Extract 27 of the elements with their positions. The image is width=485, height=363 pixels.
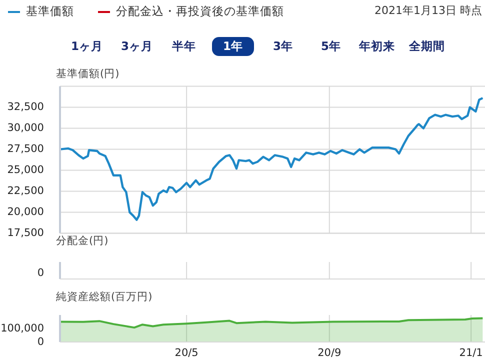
line-series: [58, 96, 484, 221]
y-tick-label: 25,000: [7, 164, 44, 176]
text: 全期間: [408, 39, 445, 54]
y-axis-title: 基準価額(円): [56, 67, 120, 80]
x-tick-label: 21/1: [459, 347, 483, 359]
text: 年初来: [358, 39, 395, 54]
y-tick-label: 17,500: [7, 227, 44, 240]
text: 半年: [171, 39, 196, 54]
text: 分配金(円): [56, 235, 108, 247]
x-tick-label: 20/5: [174, 347, 198, 359]
y-tick-label: 100,000: [0, 322, 44, 334]
text: 1ヶ月: [70, 39, 104, 54]
x-tick-label: 20/9: [318, 347, 342, 359]
y-tick-label: 30,000: [7, 122, 44, 134]
y-axis-title: 純資産総額(百万円): [56, 290, 152, 303]
text: 3ヶ月: [120, 39, 154, 54]
text: 2021年1月13日 時点: [374, 4, 482, 18]
y-tick-label: 27,500: [7, 143, 44, 156]
legend-label: 基準価額: [26, 4, 74, 18]
text: 5年: [320, 39, 342, 54]
y-tick-label: 22,500: [7, 185, 44, 198]
legend-label: 分配金込・再投資後の基準価額: [116, 4, 284, 18]
text: 3年: [272, 39, 294, 54]
y-tick-label: 32,500: [7, 101, 44, 114]
text: 1年: [222, 39, 244, 54]
y-tick-label: 20,000: [7, 206, 44, 218]
y-tick-label: 0: [37, 336, 44, 348]
